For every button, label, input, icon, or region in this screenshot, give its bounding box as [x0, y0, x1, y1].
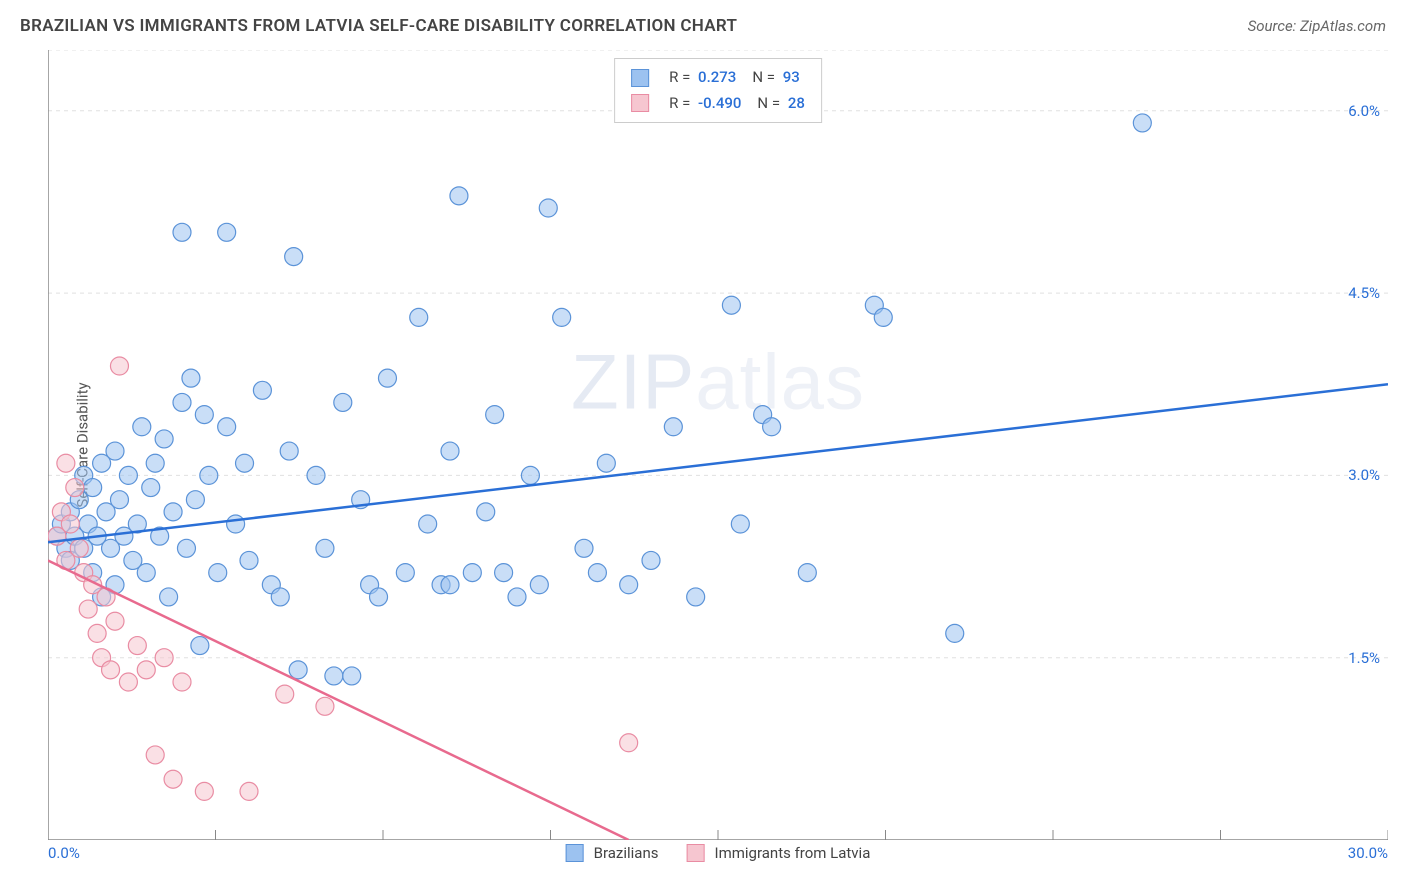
x-tick-max: 30.0%	[1348, 844, 1388, 862]
y-tick: 6.0%	[1348, 102, 1380, 120]
legend-swatch-1	[631, 94, 649, 112]
legend-swatch-0	[631, 69, 649, 87]
series-legend-1: Immigrants from Latvia	[687, 844, 871, 862]
series-legend: Brazilians Immigrants from Latvia	[566, 844, 871, 862]
legend-row-0: R = 0.273 N = 93	[631, 65, 805, 91]
chart-svg	[48, 50, 1388, 840]
series-swatch-0	[566, 844, 584, 862]
series-swatch-1	[687, 844, 705, 862]
correlation-legend: R = 0.273 N = 93 R = -0.490 N = 28	[614, 58, 822, 123]
y-tick: 1.5%	[1348, 649, 1380, 667]
chart-source: Source: ZipAtlas.com	[1248, 17, 1386, 35]
y-tick: 4.5%	[1348, 284, 1380, 302]
y-tick: 3.0%	[1348, 466, 1380, 484]
plot-area: Self-Care Disability ZIPatlas R = 0.273 …	[48, 50, 1388, 840]
legend-row-1: R = -0.490 N = 28	[631, 91, 805, 117]
x-tick-min: 0.0%	[48, 844, 80, 862]
chart-header: BRAZILIAN VS IMMIGRANTS FROM LATVIA SELF…	[20, 16, 1386, 36]
series-legend-0: Brazilians	[566, 844, 659, 862]
chart-title: BRAZILIAN VS IMMIGRANTS FROM LATVIA SELF…	[20, 16, 737, 36]
